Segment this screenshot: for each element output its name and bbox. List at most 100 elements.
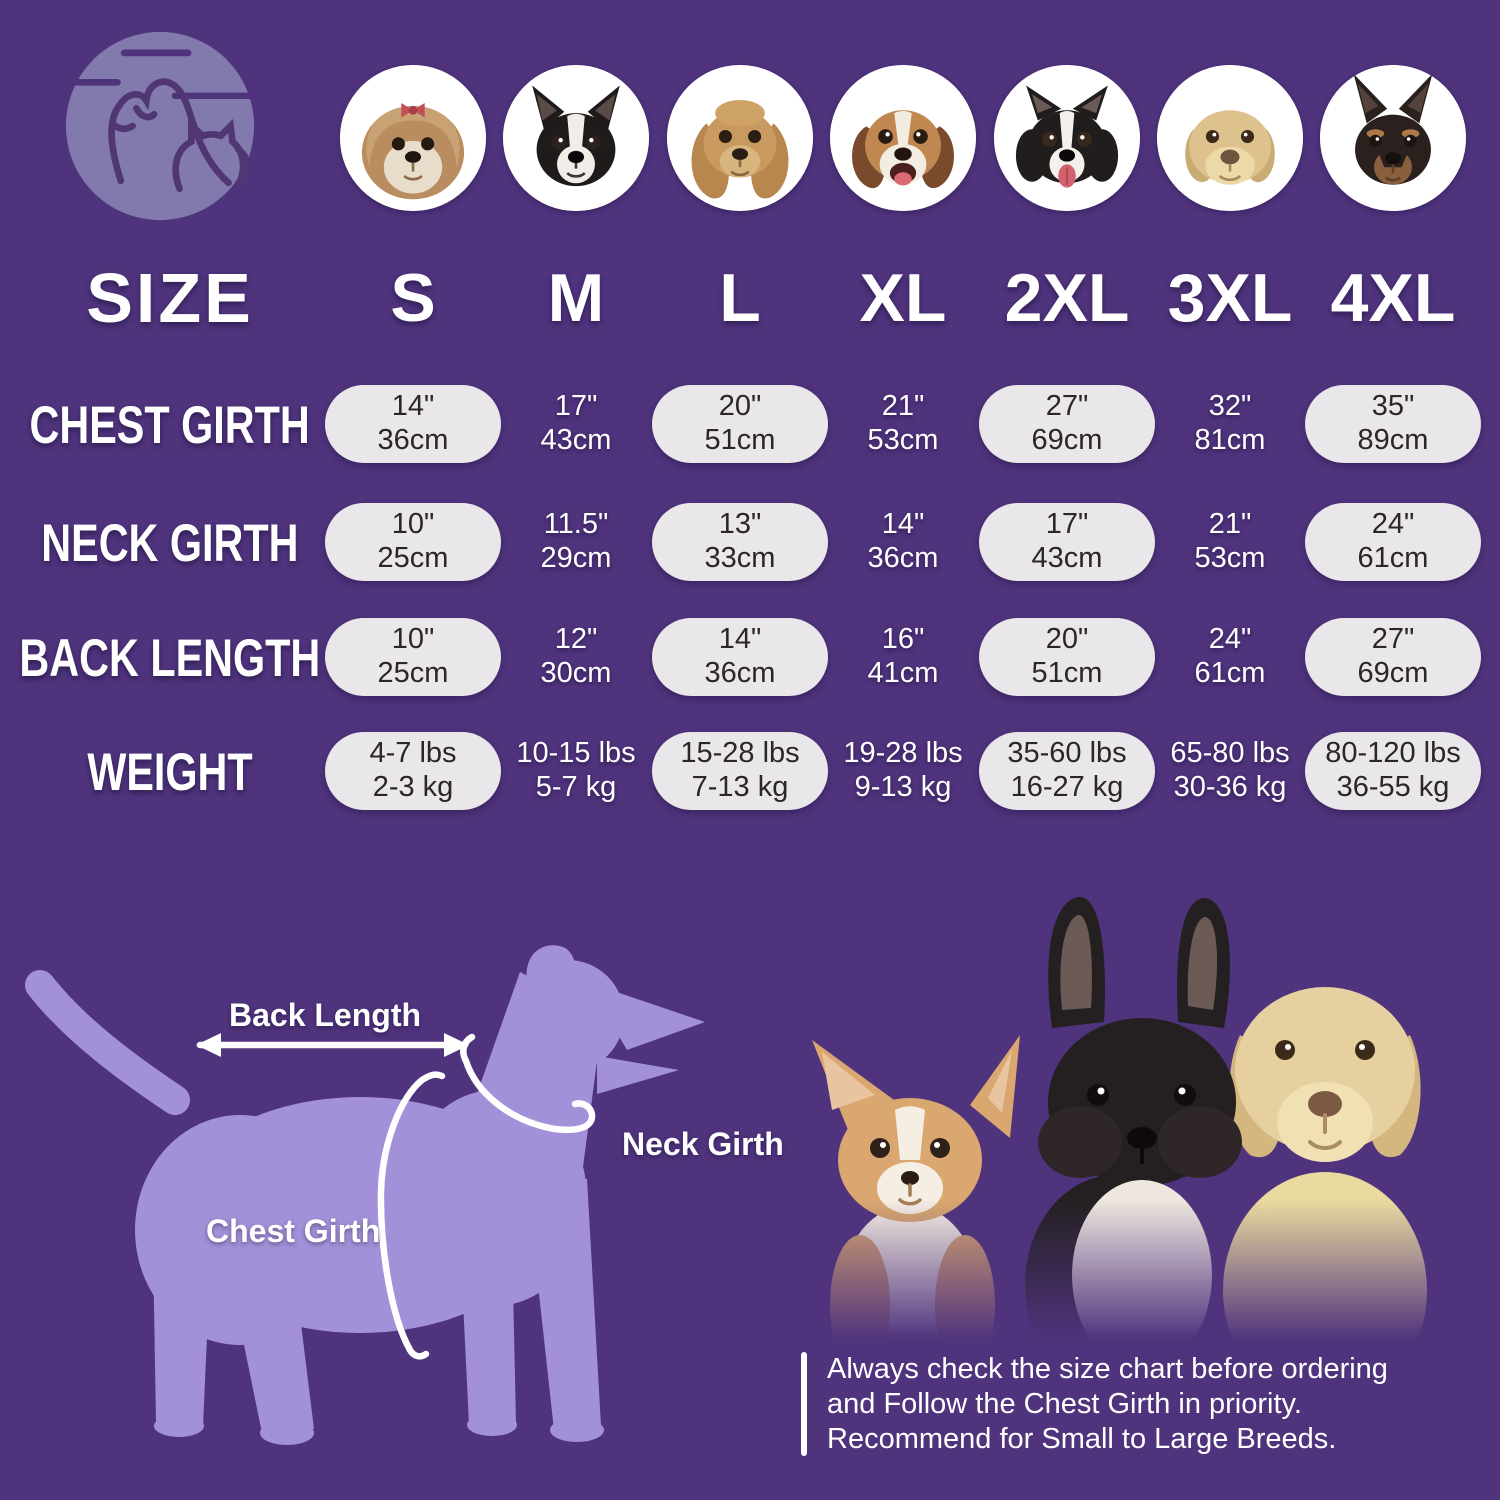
value-cm: 36cm	[867, 542, 939, 574]
chest-girth-label: Chest Girth	[206, 1213, 381, 1249]
size-header-l: L	[719, 260, 761, 336]
note-line-3: Recommend for Small to Large Breeds.	[827, 1422, 1337, 1455]
cell-chest-m: 17" 43cm	[488, 385, 664, 463]
value-inches: 13"	[718, 508, 762, 541]
shih-tzu-icon	[340, 65, 486, 211]
value-lbs: 19-28 lbs	[843, 737, 963, 770]
value-inches: 10"	[391, 623, 435, 656]
value-cm: 36cm	[377, 424, 449, 456]
dog-silhouette-icon	[25, 945, 705, 1445]
cell-weight-4xl: 80-120 lbs 36-55 kg	[1305, 732, 1481, 810]
value-cm: 51cm	[1031, 657, 1103, 689]
cocker-spaniel-icon	[667, 65, 813, 211]
value-cm: 36cm	[704, 657, 776, 689]
value-inches: 24"	[1371, 508, 1415, 541]
value-kg: 36-55 kg	[1336, 771, 1450, 803]
size-column-title: SIZE	[86, 259, 254, 337]
dog-photo-labrador	[1157, 65, 1303, 211]
value-lbs: 10-15 lbs	[516, 737, 636, 770]
cell-back-l: 14" 36cm	[652, 618, 828, 696]
value-inches: 14"	[718, 623, 762, 656]
cell-back-3xl: 24" 61cm	[1142, 618, 1318, 696]
cell-back-xl: 16" 41cm	[815, 618, 991, 696]
beagle-icon	[830, 65, 976, 211]
value-inches: 35"	[1371, 390, 1415, 423]
value-cm: 51cm	[704, 424, 776, 456]
cell-chest-4xl: 35" 89cm	[1305, 385, 1481, 463]
value-lbs: 65-80 lbs	[1170, 737, 1290, 770]
size-header-4xl: 4XL	[1330, 260, 1456, 336]
note-line-1: Always check the size chart before order…	[827, 1353, 1388, 1385]
cell-neck-s: 10" 25cm	[325, 503, 501, 581]
cell-chest-s: 14" 36cm	[325, 385, 501, 463]
row-label-text: CHEST GIRTH	[29, 395, 311, 455]
value-lbs: 35-60 lbs	[1007, 737, 1127, 770]
brand-logo	[62, 28, 258, 224]
cell-chest-l: 20" 51cm	[652, 385, 828, 463]
three-dogs-icon	[770, 896, 1480, 1408]
cell-weight-m: 10-15 lbs 5-7 kg	[488, 732, 664, 810]
dog-photo-boston-terrier	[503, 65, 649, 211]
cell-weight-l: 15-28 lbs 7-13 kg	[652, 732, 828, 810]
cell-weight-s: 4-7 lbs 2-3 kg	[325, 732, 501, 810]
cell-neck-3xl: 21" 53cm	[1142, 503, 1318, 581]
size-header-xl: XL	[859, 260, 947, 336]
measure-lines	[196, 1033, 596, 1360]
value-cm: 61cm	[1357, 542, 1429, 574]
value-inches: 17"	[1045, 508, 1089, 541]
value-inches: 21"	[881, 390, 925, 423]
value-inches: 14"	[391, 390, 435, 423]
dog-photo-shih-tzu	[340, 65, 486, 211]
value-cm: 69cm	[1357, 657, 1429, 689]
value-cm: 81cm	[1194, 424, 1266, 456]
value-inches: 21"	[1208, 508, 1252, 541]
value-kg: 16-27 kg	[1010, 771, 1124, 803]
cell-chest-xl: 21" 53cm	[815, 385, 991, 463]
value-cm: 41cm	[867, 657, 939, 689]
sizing-note: Always check the size chart before order…	[801, 1352, 1388, 1457]
size-header-m: M	[547, 260, 605, 336]
cell-neck-4xl: 24" 61cm	[1305, 503, 1481, 581]
border-collie-icon	[994, 65, 1140, 211]
neck-girth-line	[460, 1033, 596, 1134]
cell-back-4xl: 27" 69cm	[1305, 618, 1481, 696]
value-lbs: 15-28 lbs	[680, 737, 800, 770]
boston-terrier-icon	[503, 65, 649, 211]
value-kg: 5-7 kg	[535, 771, 617, 803]
value-cm: 61cm	[1194, 657, 1266, 689]
cell-back-m: 12" 30cm	[488, 618, 664, 696]
value-lbs: 4-7 lbs	[369, 737, 457, 770]
row-label-chest-girth: CHEST GIRTH	[0, 385, 340, 465]
back-length-label: Back Length	[228, 997, 422, 1033]
size-header-3xl: 3XL	[1167, 260, 1293, 336]
note-text: Always check the size chart before order…	[827, 1352, 1388, 1456]
doberman-icon	[1320, 65, 1466, 211]
value-kg: 7-13 kg	[691, 771, 789, 803]
cell-weight-2xl: 35-60 lbs 16-27 kg	[979, 732, 1155, 810]
cell-neck-xl: 14" 36cm	[815, 503, 991, 581]
cell-back-2xl: 20" 51cm	[979, 618, 1155, 696]
row-label-neck-girth: NECK GIRTH	[0, 503, 340, 583]
value-cm: 89cm	[1357, 424, 1429, 456]
dogs-photo-group	[770, 870, 1480, 1408]
cell-chest-2xl: 27" 69cm	[979, 385, 1155, 463]
arrowhead-right	[444, 1033, 469, 1057]
cell-back-s: 10" 25cm	[325, 618, 501, 696]
cell-neck-m: 11.5" 29cm	[488, 503, 664, 581]
cell-weight-3xl: 65-80 lbs 30-36 kg	[1142, 732, 1318, 810]
photo-fade-overlay	[770, 1200, 1480, 1340]
chest-girth-line	[377, 1071, 446, 1360]
row-label-text: WEIGHT	[87, 742, 253, 802]
value-cm: 53cm	[1194, 542, 1266, 574]
value-inches: 14"	[881, 508, 925, 541]
cell-chest-3xl: 32" 81cm	[1142, 385, 1318, 463]
value-inches: 32"	[1208, 390, 1252, 423]
cell-weight-xl: 19-28 lbs 9-13 kg	[815, 732, 991, 810]
value-inches: 27"	[1371, 623, 1415, 656]
measurement-diagram	[15, 930, 735, 1470]
value-kg: 2-3 kg	[372, 771, 454, 803]
labrador-icon	[1157, 65, 1303, 211]
dog-cat-logo-icon	[65, 31, 255, 221]
value-cm: 29cm	[540, 542, 612, 574]
value-cm: 33cm	[704, 542, 776, 574]
